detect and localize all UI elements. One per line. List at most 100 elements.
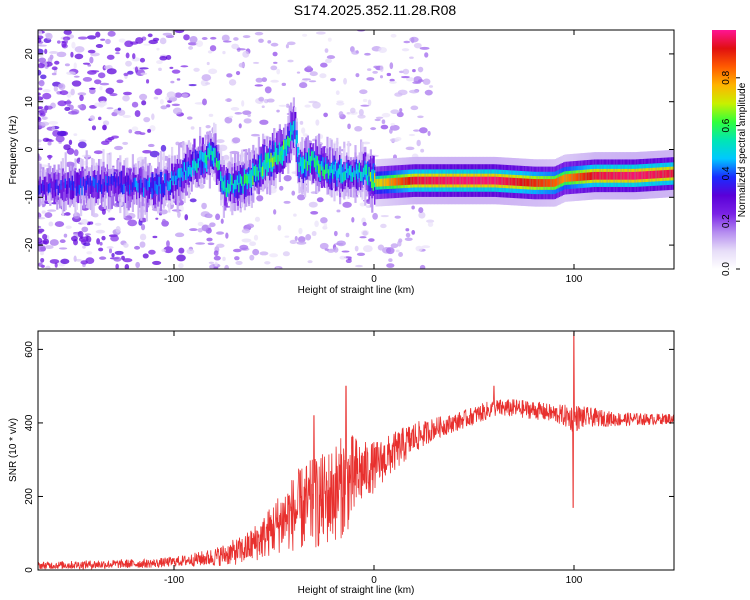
- spectrogram-noise-blob: [85, 257, 95, 265]
- spectrogram-ridge-cell: [596, 171, 599, 180]
- spectrogram-ridge-cell: [215, 157, 218, 168]
- spectrogram-ridge-cell: [110, 174, 113, 185]
- spectrogram-noise-blob: [38, 225, 42, 229]
- spectrogram-ridge-cell: [155, 184, 158, 194]
- spectrogram-noise-blob: [380, 214, 389, 218]
- spectrogram-ridge-cell: [308, 150, 311, 160]
- spectrogram-ridge-cell: [68, 178, 71, 188]
- spectrogram-noise-blob: [362, 221, 367, 227]
- spectrogram-noise-blob: [239, 244, 249, 251]
- spectrogram-ridge-cell: [519, 178, 522, 186]
- spectrogram-noise-blob: [207, 242, 215, 246]
- spectrogram-noise-blob: [405, 146, 415, 151]
- spectrogram-ridge-cell: [54, 182, 57, 193]
- spectrogram-noise-blob: [388, 258, 393, 263]
- spectrogram-noise-blob: [124, 40, 134, 48]
- spectrogram-noise-blob: [48, 51, 59, 54]
- spectrogram-ridge-cell: [591, 172, 594, 180]
- spectrogram-noise-blob: [312, 101, 321, 109]
- spectrogram-ridge-cell: [280, 151, 283, 161]
- spectrogram-ridge-cell: [78, 185, 81, 195]
- spectrogram-noise-blob: [214, 261, 218, 267]
- spectrogram-noise-blob: [123, 242, 129, 248]
- spectrogram-noise-blob: [225, 232, 229, 239]
- spectrogram-noise-blob: [67, 111, 78, 115]
- spectrogram-ridge-cell: [525, 178, 528, 187]
- spectrogram-ridge-cell: [98, 180, 101, 190]
- spectrogram-noise-blob: [413, 42, 422, 49]
- spectrogram-noise-blob: [218, 144, 228, 152]
- spectrogram-noise-blob: [86, 251, 93, 255]
- spectrogram-noise-blob: [44, 48, 48, 55]
- spectrogram-noise-blob: [367, 99, 372, 106]
- spectrogram-noise-blob: [408, 133, 416, 137]
- spectrogram-noise-blob: [38, 44, 48, 47]
- spectrogram-noise-blob: [201, 202, 207, 210]
- spectrogram-noise-blob: [47, 141, 52, 146]
- spectrogram-noise-blob: [172, 107, 183, 115]
- spectrogram-noise-blob: [101, 235, 106, 241]
- spectrogram-ridge-cell: [81, 172, 84, 190]
- spectrogram-ridge-cell: [659, 170, 662, 179]
- spectrogram-ridge-cell: [411, 176, 414, 185]
- colorbar-tick-label: 0.2: [721, 214, 732, 228]
- spectrogram-ridge-cell: [456, 176, 459, 185]
- spectrogram-noise-blob: [162, 32, 173, 36]
- spectrogram-ridge-cell: [161, 185, 164, 195]
- spectrogram-noise-blob: [374, 118, 381, 122]
- spectrogram-ridge-cell: [616, 171, 619, 180]
- spectrogram-noise-blob: [296, 71, 301, 74]
- spectrogram-noise-blob: [282, 251, 290, 257]
- spectrogram-noise-blob: [410, 105, 419, 111]
- spectrogram-noise-blob: [38, 237, 43, 244]
- spectrogram-ridge-cell: [64, 178, 67, 189]
- spectrogram-noise-blob: [153, 96, 159, 100]
- spectrogram-noise-blob: [417, 66, 424, 73]
- spectrogram-noise-blob: [209, 45, 217, 52]
- spectrogram-ridge-cell: [250, 169, 253, 179]
- spectrogram-noise-blob: [284, 235, 290, 238]
- spectrogram-noise-blob: [319, 134, 324, 139]
- spectrogram-ridge-cell: [404, 177, 407, 185]
- spectrogram-ridge-cell: [171, 175, 174, 193]
- spectrogram-ridge-cell: [549, 179, 552, 187]
- spectrogram-noise-blob: [325, 58, 332, 64]
- spectrogram-ridge-cell: [400, 177, 403, 186]
- spectrogram-noise-blob: [339, 255, 347, 260]
- spectrogram-ridge-cell: [102, 180, 105, 198]
- spectrogram-ridge-cell: [152, 181, 155, 192]
- spectrogram-ridge-cell: [105, 175, 108, 186]
- spectrogram-noise-blob: [139, 233, 147, 241]
- spectrogram-noise-blob: [297, 236, 306, 243]
- spectrogram-noise-blob: [420, 148, 425, 153]
- spectrogram-ridge-cell: [672, 169, 674, 178]
- spectrogram-noise-blob: [411, 229, 416, 235]
- spectrogram-ridge-cell: [60, 180, 63, 190]
- spectrogram-noise-blob: [330, 77, 336, 82]
- spectrogram-noise-blob: [147, 33, 153, 38]
- spectrogram-ridge-cell: [203, 156, 206, 174]
- spectrogram-noise-blob: [373, 65, 379, 69]
- spectrogram-noise-blob: [38, 69, 42, 76]
- spectrogram-noise-blob: [152, 37, 160, 42]
- spectrogram-ridge-cell: [439, 176, 442, 185]
- spectrogram-ridge-cell: [133, 178, 136, 188]
- spectrogram-ridge-cell: [547, 179, 550, 187]
- spectrogram-ridge-cell: [117, 177, 120, 195]
- spectrogram-noise-blob: [169, 66, 174, 70]
- spectrogram-ridge-cell: [633, 171, 636, 180]
- spectrogram-ridge-cell: [570, 173, 573, 182]
- spectrogram-ridge-cell: [194, 149, 197, 167]
- spectrogram-ridge-cell: [430, 176, 433, 185]
- spectrogram-ridge-cell: [68, 181, 71, 199]
- spectrogram-noise-blob: [73, 255, 77, 262]
- spectrogram-ridge-cell: [371, 178, 374, 189]
- spectrogram-ridge-cell: [662, 170, 665, 178]
- spectrogram-noise-blob: [252, 61, 260, 64]
- spectrogram-noise-blob: [122, 258, 133, 263]
- spectrogram-noise-blob: [246, 223, 255, 229]
- spectrogram-ridge-cell: [96, 170, 99, 188]
- spectrogram-noise-blob: [225, 98, 233, 102]
- spectrogram-ridge-cell: [358, 162, 361, 173]
